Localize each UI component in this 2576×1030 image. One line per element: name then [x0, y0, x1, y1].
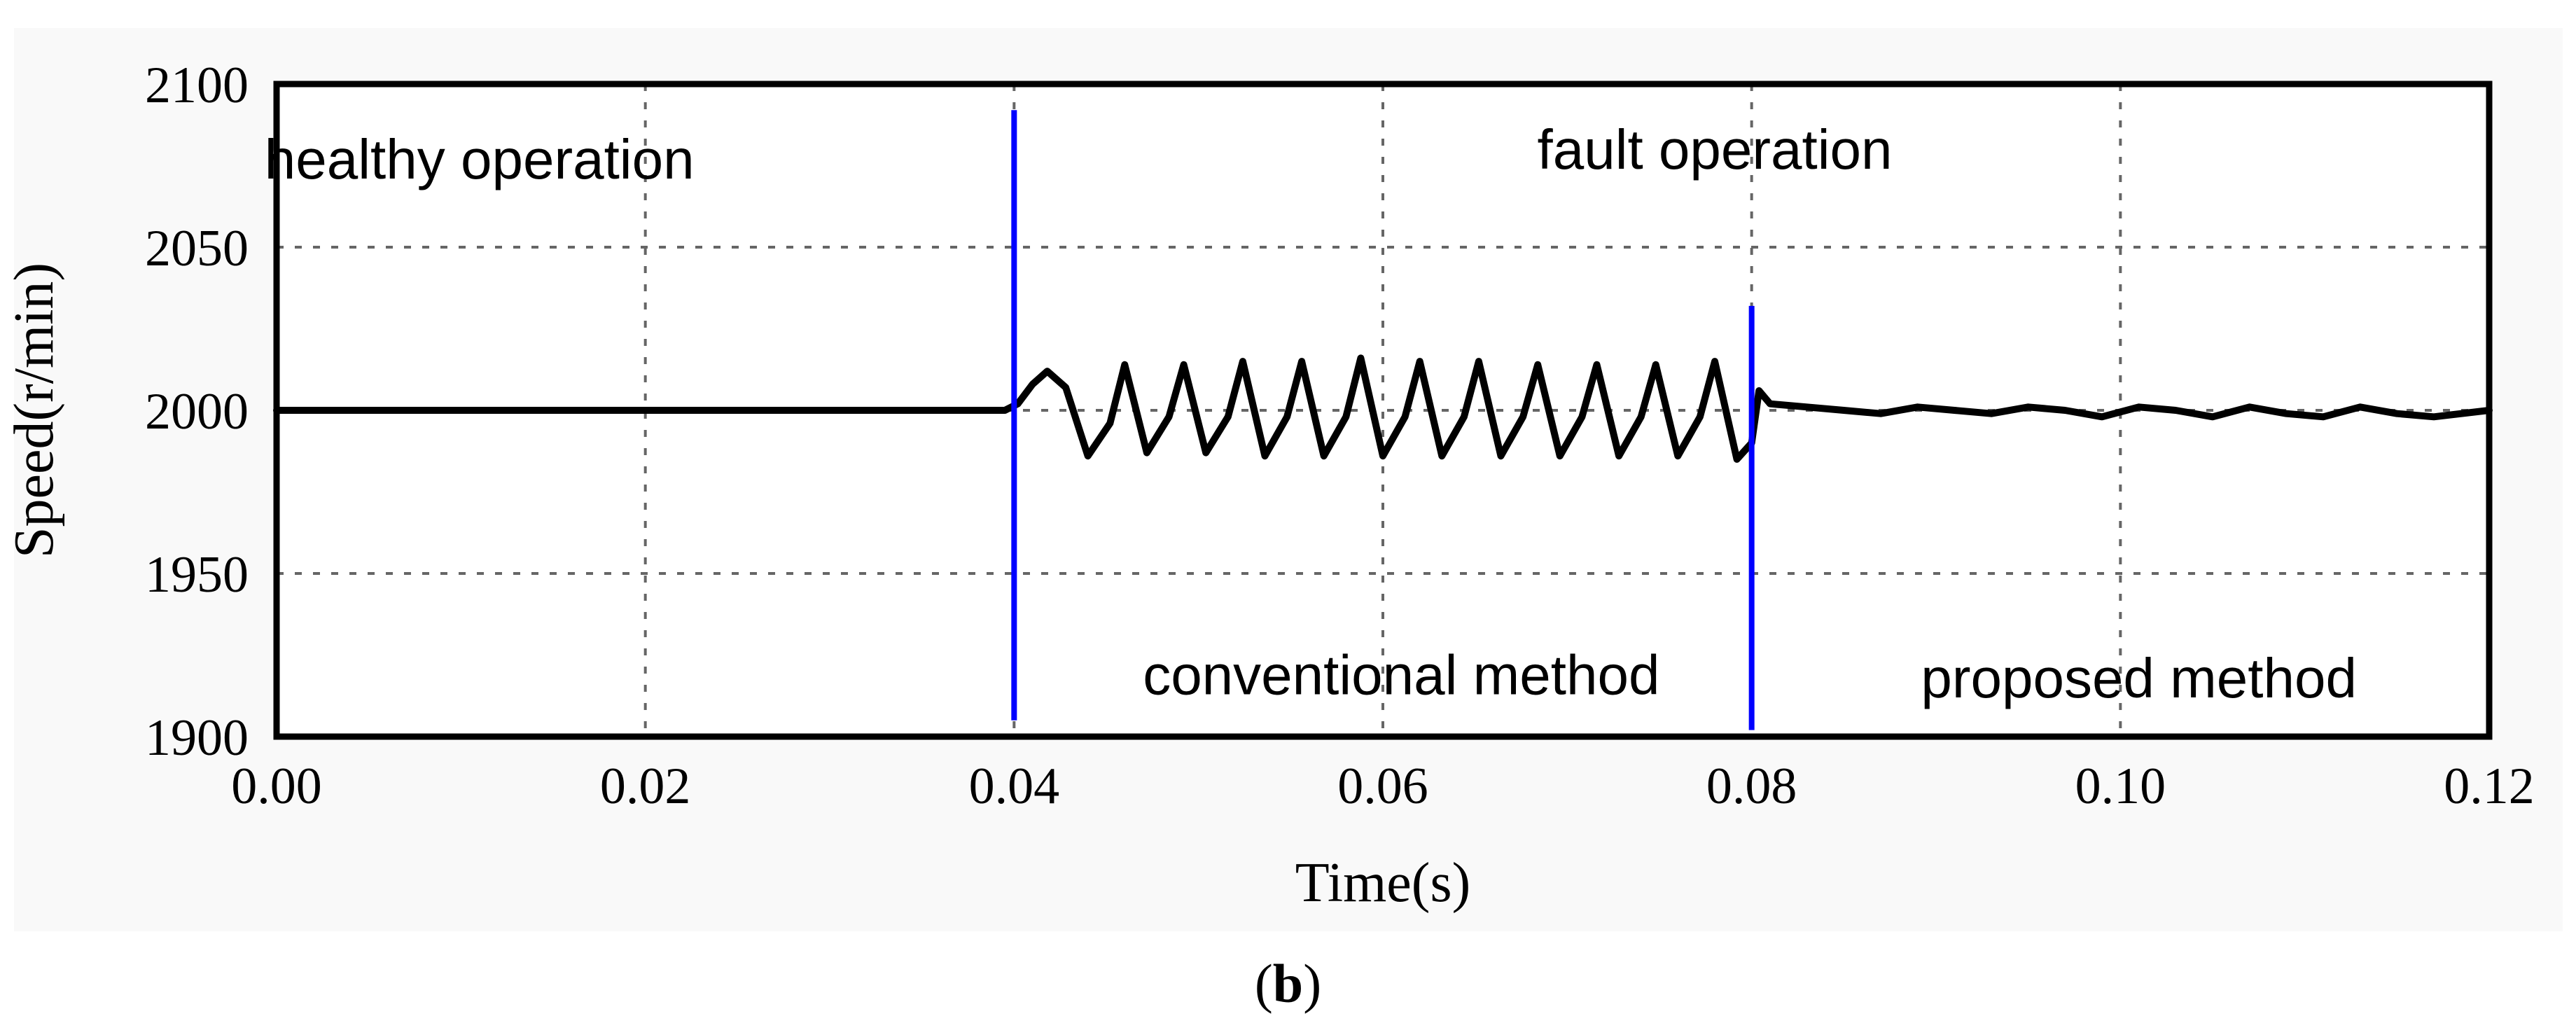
y-axis-title: Speed(r/min): [4, 263, 65, 558]
caption-label: b: [1272, 953, 1304, 1014]
annotations: healthy operation fault operation conventi…: [265, 118, 2357, 709]
chart-annotation: fault operation: [1537, 118, 1892, 181]
speed-series-line: [273, 354, 2493, 463]
x-tick-label: 0.02: [600, 758, 691, 815]
marker-layer: [1011, 110, 1755, 730]
plot-frame: [273, 81, 2493, 740]
x-tick-label: 0.06: [1337, 758, 1428, 815]
chart-annotation: proposed method: [1921, 647, 2357, 709]
x-tick-label: 0.04: [969, 758, 1060, 815]
x-tick-label: 0.00: [231, 758, 322, 815]
x-tick-label: 0.08: [1706, 758, 1797, 815]
x-axis-title: Time(s): [1295, 852, 1470, 914]
caption-open: (: [1254, 953, 1273, 1014]
y-tick-label: 1950: [145, 546, 249, 604]
series-layer: [273, 354, 2493, 463]
y-tick-label: 2050: [145, 220, 249, 277]
caption-close: ): [1303, 953, 1322, 1014]
y-tick-label: 1900: [145, 709, 249, 767]
chart-annotation: healthy operation: [265, 128, 695, 190]
y-tick-label: 2000: [145, 383, 249, 440]
figure-caption: (b): [0, 952, 2576, 1015]
x-tick-label: 0.12: [2444, 758, 2535, 815]
chart-annotation: conventional method: [1143, 643, 1659, 706]
y-tick-label: 2100: [145, 57, 249, 114]
x-tick-label: 0.10: [2075, 758, 2166, 815]
tick-labels: 0.00 0.02 0.04 0.06 0.08 0.10 0.12 1900 1950 2000…: [145, 57, 2535, 815]
